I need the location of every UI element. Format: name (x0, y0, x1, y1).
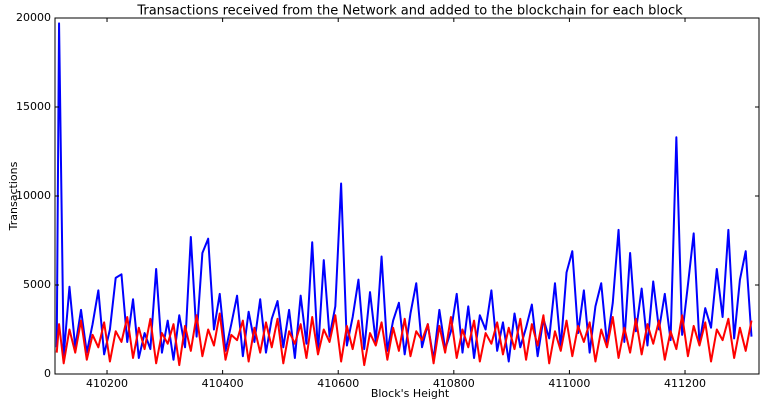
y-tick-label: 15000 (16, 100, 51, 113)
series-line (55, 312, 753, 367)
x-tick-label: 411200 (664, 377, 706, 390)
y-axis-label: Transactions (7, 161, 20, 231)
x-tick-label: 410600 (317, 377, 359, 390)
x-tick-label: 410800 (433, 377, 475, 390)
x-tick-label: 410200 (86, 377, 128, 390)
x-tick-label: 410400 (202, 377, 244, 390)
x-tick-label: 411000 (548, 377, 590, 390)
y-tick-label: 10000 (16, 189, 51, 202)
y-tick-label: 20000 (16, 11, 51, 24)
series-line (55, 22, 753, 363)
y-tick-label: 5000 (23, 278, 51, 291)
x-axis-label: Block's Height (371, 387, 450, 400)
chart-title: Transactions received from the Network a… (136, 4, 683, 19)
y-tick-label: 0 (44, 367, 51, 380)
